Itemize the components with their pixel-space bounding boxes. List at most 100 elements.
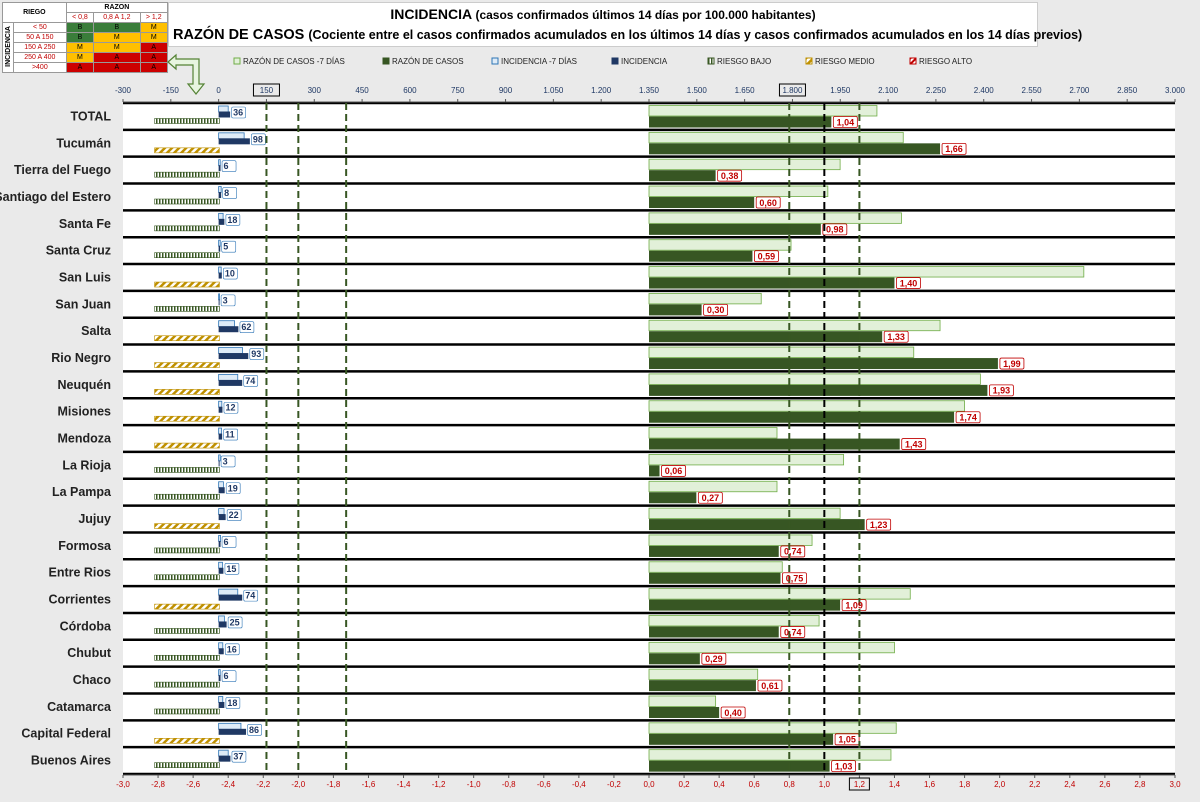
category-label: TOTAL (70, 109, 111, 123)
category-label: Entre Rios (48, 566, 111, 580)
ratio-prev-bar (648, 641, 895, 654)
incidence-value-label: 5 (223, 242, 228, 252)
ratio-bar (649, 733, 834, 745)
incidence-bar (218, 165, 221, 172)
incidence-prev-bar (218, 427, 222, 435)
risk-medio-bar (154, 523, 220, 529)
incidence-prev-bar (218, 454, 221, 462)
legend-swatch (233, 57, 241, 65)
ratio-value-label: 1,23 (870, 520, 888, 530)
incidence-prev-bar (218, 320, 235, 328)
ratio-value-label: 0,59 (758, 252, 776, 262)
incidence-prev-bar (218, 561, 223, 569)
risk-cell: A (65, 62, 95, 73)
ratio-label-box (832, 116, 858, 128)
ratio-bar (649, 384, 988, 396)
incidence-prev-bar (218, 212, 224, 220)
incidence-label-box (222, 187, 237, 199)
category-label: Rio Negro (51, 351, 111, 365)
ratio-label-box (901, 438, 927, 450)
incidence-bar (218, 621, 227, 628)
incidence-label-box (224, 643, 240, 656)
ratio-prev-bar (648, 588, 911, 600)
ratio-bar (649, 653, 700, 665)
risk-medio-bar (154, 738, 220, 744)
incidence-prev-bar (218, 481, 224, 489)
incidence-value-label: 22 (229, 510, 239, 520)
incidence-label-box (223, 267, 238, 280)
ratio-bar (649, 572, 781, 584)
ratio-label-box (703, 303, 728, 316)
incidence-prev-bar (218, 508, 225, 516)
ratio-bar (649, 223, 821, 235)
incidence-value-label: 18 (227, 698, 237, 708)
risk-bajo-bar (154, 171, 220, 178)
ratio-prev-bar (648, 722, 897, 734)
bottom-axis-tick-label: -0,4 (572, 780, 586, 789)
incidence-bar (218, 406, 223, 413)
top-axis-tick-label: 600 (403, 86, 417, 95)
incidence-bar (218, 379, 243, 386)
legend-label: RIESGO BAJO (717, 57, 771, 66)
ratio-bar (649, 519, 865, 531)
ratio-value-label: 0,40 (724, 708, 742, 718)
ratio-label-box (661, 465, 686, 477)
risk-medio-bar (154, 389, 220, 395)
incidence-prev-bar (218, 722, 242, 730)
incidence-prev-bar (218, 669, 221, 677)
incidence-label-box (226, 509, 242, 521)
top-axis-tick-label: 450 (355, 86, 369, 95)
top-axis-tick-label: 2.250 (926, 86, 947, 95)
legend-label: RAZÓN DE CASOS -7 DÍAS (243, 57, 345, 66)
risk-bajo-bar (154, 306, 220, 312)
category-label: San Luis (59, 270, 111, 284)
bottom-axis-tick-label: 3,0 (1169, 780, 1181, 789)
incidence-label-box (224, 562, 240, 575)
ratio-value-label: 0,74 (784, 627, 802, 637)
incidence-prev-bar (218, 347, 243, 354)
bottom-axis-tick-label: -0,6 (537, 780, 551, 789)
incidence-label-box (223, 401, 239, 414)
incidence-value-label: 12 (225, 403, 235, 413)
ratio-bar (649, 706, 720, 718)
incidence-value-label: 15 (226, 564, 236, 574)
category-label: Salta (81, 324, 112, 338)
risk-medio-bar (154, 415, 220, 422)
ratio-prev-bar (648, 534, 813, 546)
incidence-value-label: 3 (223, 456, 228, 466)
ratio-prev-bar (648, 695, 717, 707)
incidence-bar (218, 487, 225, 494)
ratio-bar (649, 304, 702, 316)
incidence-prev-bar (218, 373, 239, 381)
ratio-prev-bar (648, 266, 1085, 278)
incidence-prev-bar (218, 400, 223, 408)
incidence-bar (218, 701, 225, 708)
ratio-prev-bar (648, 480, 778, 493)
ratio-label-box (822, 223, 848, 236)
ratio-label-box (780, 626, 806, 638)
incidence-label-box (239, 321, 255, 334)
category-label: La Rioja (62, 458, 112, 472)
incidence-prev-bar (218, 293, 220, 301)
ratio-bar (649, 197, 755, 209)
bottom-axis-tick-label: 1,8 (959, 780, 971, 789)
category-label: Chaco (73, 673, 112, 687)
incidence-prev-bar (218, 186, 222, 193)
ratio-label-box (999, 357, 1025, 370)
ratio-prev-bar (648, 212, 902, 224)
risk-bajo-bar (154, 762, 220, 768)
incidence-bar (218, 594, 243, 601)
incidence-value-label: 36 (233, 108, 243, 118)
incidence-label-box (221, 160, 237, 172)
incidence-prev-bar (218, 159, 221, 167)
top-axis-tick-label: 3.000 (1165, 86, 1186, 95)
incidence-label-box (223, 428, 238, 441)
ratio-bar (649, 116, 832, 128)
bottom-axis-tick-label: 0,6 (749, 780, 761, 789)
ratio-prev-bar (648, 373, 981, 385)
bottom-axis-tick-label: -1,4 (397, 780, 411, 789)
risk-bajo-bar (154, 252, 220, 258)
top-axis-tick-label: 2.700 (1069, 86, 1090, 95)
bottom-axis-tick-label: 0,4 (714, 780, 726, 789)
